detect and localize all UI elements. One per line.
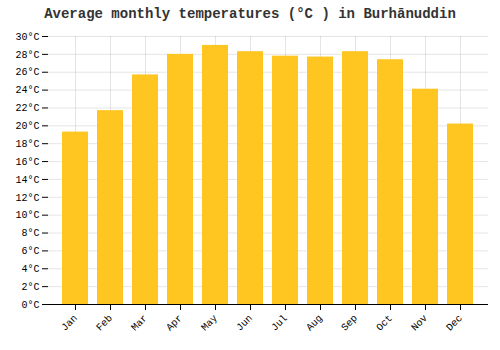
svg-text:Dec: Dec bbox=[444, 313, 465, 334]
svg-text:4°C: 4°C bbox=[21, 264, 39, 275]
svg-text:24°C: 24°C bbox=[15, 85, 39, 96]
svg-text:Jun: Jun bbox=[234, 313, 255, 334]
html-text:Average monthly temperatures (: Average monthly temperatures (°C ) in Bu… bbox=[44, 6, 456, 22]
svg-text:Jul: Jul bbox=[269, 313, 290, 334]
svg-text:Jan: Jan bbox=[59, 313, 80, 334]
svg-text:Sep: Sep bbox=[339, 313, 360, 334]
svg-text:12°C: 12°C bbox=[15, 193, 39, 204]
svg-text:2°C: 2°C bbox=[21, 282, 39, 293]
svg-text:Apr: Apr bbox=[164, 313, 185, 334]
svg-text:28°C: 28°C bbox=[15, 50, 39, 61]
svg-text:Oct: Oct bbox=[374, 313, 395, 334]
svg-text:Feb: Feb bbox=[94, 313, 115, 334]
svg-text:18°C: 18°C bbox=[15, 139, 39, 150]
svg-text:May: May bbox=[199, 313, 220, 334]
svg-text:8°C: 8°C bbox=[21, 228, 39, 239]
svg-text:6°C: 6°C bbox=[21, 246, 39, 257]
svg-text:10°C: 10°C bbox=[15, 210, 39, 221]
svg-text:0°C: 0°C bbox=[21, 300, 39, 311]
svg-text:22°C: 22°C bbox=[15, 103, 39, 114]
svg-text:Aug: Aug bbox=[304, 313, 325, 334]
svg-text:26°C: 26°C bbox=[15, 67, 39, 78]
svg-text:20°C: 20°C bbox=[15, 121, 39, 132]
svg-text:14°C: 14°C bbox=[15, 175, 39, 186]
svg-text:Mar: Mar bbox=[129, 313, 150, 334]
svg-text:Nov: Nov bbox=[409, 313, 430, 334]
svg-text:30°C: 30°C bbox=[15, 32, 39, 43]
svg-text:16°C: 16°C bbox=[15, 157, 39, 168]
